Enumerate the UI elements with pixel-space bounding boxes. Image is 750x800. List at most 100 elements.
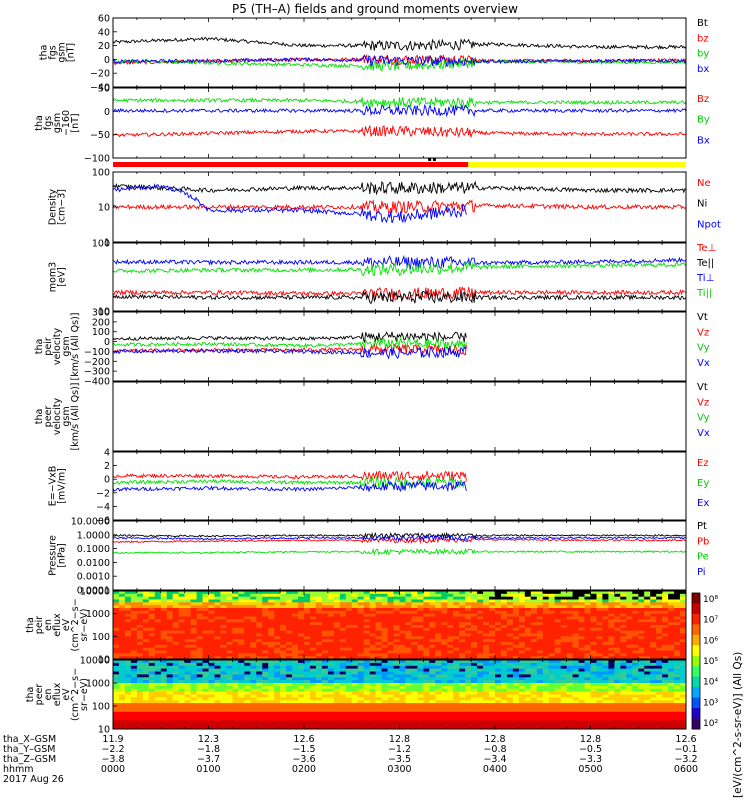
ytick-label: −6 <box>96 516 110 527</box>
xaxis-tick-label: −3.2 <box>674 754 697 765</box>
legend-fgs-item: bz <box>697 33 709 44</box>
svg-text:−160: −160 <box>61 110 72 136</box>
ytick-label: 0 <box>104 475 110 486</box>
ytick-label: 4 <box>104 448 110 459</box>
xaxis-tick-label: 0000 <box>101 764 125 775</box>
xaxis-tick-label: 0200 <box>292 764 316 775</box>
svg-text:velocity: velocity <box>52 398 63 436</box>
legend-density-item: Ni <box>697 199 707 210</box>
legend-density-item: Npot <box>697 219 721 230</box>
svg-text:peer: peer <box>43 406 54 428</box>
series-fgs_offset-Bz <box>112 124 687 139</box>
legend-pressure-item: Pe <box>697 552 709 563</box>
legend-fgs_offset-item: By <box>697 115 710 126</box>
series-density-Ni <box>112 180 687 196</box>
legend-pressure-item: Pi <box>697 567 706 578</box>
legend-peir_velocity-item: Vt <box>697 312 708 323</box>
xaxis-tick-label: 12.8 <box>484 734 505 745</box>
series-fgs-by <box>112 57 687 72</box>
spectrogram-peer_spec <box>113 660 687 730</box>
svg-text:tha: tha <box>34 409 45 425</box>
ylabel-temperature: mom3[eV] <box>48 262 68 292</box>
legend-fgs-item: by <box>697 49 709 60</box>
panel-frame <box>112 451 687 521</box>
series-pressure-Pi <box>112 534 687 542</box>
ytick-label: −50 <box>90 130 110 141</box>
panel-pressure: 10.0000 1.0000 0.1000 0.0100 0.0010 0.0001 Pre… <box>48 517 710 597</box>
colorbar-tick: 10⁵ <box>703 657 718 667</box>
xaxis-tick-label: −1.5 <box>292 744 315 755</box>
colorbar: 10⁸ 10⁷ 10⁶ 10⁵ 10⁴ 10³ 10² [eV/(cm^2-s-sr-eV)]… <box>691 592 744 798</box>
xaxis-tick-label: −0.5 <box>579 744 602 755</box>
ytick-label: 2 <box>104 461 110 472</box>
svg-text:E=−VxB: E=−VxB <box>48 466 59 507</box>
xaxis-tick-label: 12.8 <box>389 734 410 745</box>
svg-text:[km/s (All Qs)]: [km/s (All Qs)] <box>70 313 81 381</box>
svg-text:sr−eV): sr−eV) <box>79 609 90 642</box>
series-temperature-Te⊥ <box>112 286 687 301</box>
series-temperature-Te|| <box>112 290 687 305</box>
xaxis-tick-label: 11.9 <box>102 734 123 745</box>
xaxis-tick-label: −3.7 <box>197 754 220 765</box>
ytick-label: 10000 <box>80 656 110 667</box>
legend-pressure-item: Pt <box>697 521 707 532</box>
ytick-label: 100 <box>92 702 110 713</box>
panel-peir_spec: 10000 1000 100 10 thapeirenefluxeV(cm^2−s−sr… <box>25 587 687 666</box>
svg-text:peir: peir <box>34 616 45 635</box>
ytick-label: 100 <box>92 239 110 250</box>
legend-efield-item: Ex <box>697 498 709 509</box>
x-axis: tha_X–GSM 11.9 12.3 12.6 12.8 12.8 12.8 12.6 tha… <box>3 734 698 785</box>
legend-fgs_offset-item: Bx <box>697 135 710 146</box>
legend-temperature-item: Ti⊥ <box>696 273 714 284</box>
svg-text:[km/s (All Qs)]: [km/s (All Qs)] <box>70 383 81 451</box>
svg-text:[mV/m]: [mV/m] <box>57 468 68 504</box>
spectrogram-peir_spec <box>113 591 687 660</box>
svg-text:gsm: gsm <box>61 406 72 426</box>
xaxis-tick-label: 12.3 <box>198 734 219 745</box>
ytick-label: 20 <box>98 41 110 52</box>
legend-efield-item: Ey <box>697 478 709 489</box>
svg-text:fgs: fgs <box>43 116 54 130</box>
panel-frame <box>112 242 687 312</box>
svg-text:Density: Density <box>48 189 59 225</box>
ytick-label: 1000 <box>86 679 110 690</box>
svg-text:gsm: gsm <box>52 113 63 133</box>
panel-frame <box>112 520 687 591</box>
legend-fgs-item: bx <box>697 64 709 75</box>
xaxis-tick-label: −3.5 <box>388 754 411 765</box>
svg-text:fgs: fgs <box>48 45 59 59</box>
ytick-label: 1 <box>104 238 110 249</box>
series-fgs_offset-By <box>112 96 687 109</box>
ytick-label: 0.0001 <box>77 586 110 597</box>
ytick-label: −300 <box>84 367 110 378</box>
ytick-label: 0.0010 <box>77 572 110 583</box>
panel-peir_velocity: 3002001000−100−200−300−400thapeirvelocit… <box>34 308 710 388</box>
series-fgs-Bt <box>112 36 687 52</box>
ytick-label: 40 <box>98 27 110 38</box>
xaxis-row-label: tha_Y–GSM <box>3 744 55 755</box>
legend-fgs-item: Bt <box>697 18 708 29</box>
xaxis-tick-label: 0400 <box>483 764 507 775</box>
xaxis-tick-label: 0300 <box>387 764 411 775</box>
colorbar-label: [eV/(cm^2-s-sr-eV)] (All Qs) <box>732 652 744 798</box>
xaxis-tick-label: 12.6 <box>293 734 314 745</box>
panel-frame <box>112 381 687 452</box>
ytick-label: 10.0000 <box>71 517 110 528</box>
legend-peir_velocity-item: Vy <box>697 343 710 354</box>
ytick-label: 1.0000 <box>77 530 110 541</box>
date-label: 2017 Aug 26 <box>3 774 64 785</box>
ytick-label: 10000 <box>80 587 110 598</box>
panel-density: 100 10 1 Density[cm−3] Ne Ni Npot <box>48 168 721 249</box>
svg-text:[nT]: [nT] <box>70 113 81 132</box>
svg-text:Pressure: Pressure <box>48 535 59 576</box>
series-peir_velocity-Vy <box>113 336 467 351</box>
ytick-label: 60 <box>98 14 110 25</box>
ytick-label: 100 <box>92 168 110 179</box>
